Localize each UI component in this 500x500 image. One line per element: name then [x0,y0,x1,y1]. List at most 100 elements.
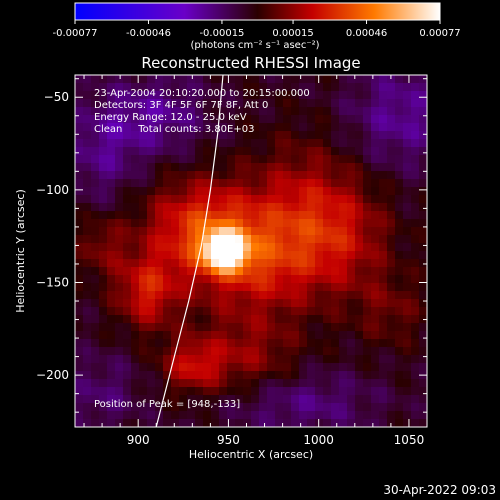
heatmap-cell [355,379,364,388]
heatmap-cell [347,107,356,116]
heatmap-cell [75,419,84,427]
heatmap-cell [139,419,148,427]
heatmap-cell [251,347,260,356]
heatmap-cell [131,395,140,404]
heatmap-cell [123,115,132,124]
heatmap-cell [307,315,316,324]
heatmap-cell [259,131,268,140]
heatmap-cell [195,115,204,124]
heatmap-cell [331,195,340,204]
heatmap-cell [187,171,196,180]
heatmap-cell [211,291,220,300]
heatmap-cell [243,75,252,84]
heatmap-cell [323,347,332,356]
annotation-time-range: 23-Apr-2004 20:10:20.000 to 20:15:00.000 [94,88,310,99]
heatmap-cell [275,259,284,268]
heatmap-cell [355,83,364,92]
heatmap-cell [307,195,316,204]
heatmap-cell [371,291,380,300]
heatmap-cell [203,235,212,244]
heatmap-cell [155,99,164,108]
heatmap-cell [283,139,292,148]
heatmap-cell [259,203,268,212]
heatmap-cell [219,403,228,412]
heatmap-cell [75,163,84,172]
heatmap-cell [171,139,180,148]
heatmap-cell [195,371,204,380]
heatmap-cell [115,291,124,300]
heatmap-cell [379,307,388,316]
heatmap-cell [203,299,212,308]
heatmap-cell [339,403,348,412]
heatmap-cell [235,251,244,260]
heatmap-cell [331,323,340,332]
heatmap-cell [187,267,196,276]
heatmap-cell [379,419,388,427]
heatmap-cell [371,163,380,172]
heatmap-cell [219,275,228,284]
heatmap-cell [411,291,420,300]
heatmap-cell [107,219,116,228]
heatmap-cell [371,123,380,132]
heatmap-cell [251,387,260,396]
heatmap-cell [251,275,260,284]
heatmap-cell [379,131,388,140]
heatmap-cell [123,371,132,380]
heatmap-cell [267,331,276,340]
heatmap-cell [307,155,316,164]
heatmap-cell [171,147,180,156]
heatmap-cell [403,235,412,244]
heatmap-cell [227,75,236,84]
heatmap-cell [339,195,348,204]
heatmap-cell [283,147,292,156]
heatmap-cell [251,155,260,164]
heatmap-cell [395,363,404,372]
heatmap-cell [419,99,427,108]
heatmap-cell [259,179,268,188]
heatmap-cell [147,83,156,92]
colorbar-tick-label-5: 0.00077 [419,28,460,39]
heatmap-cell [371,235,380,244]
heatmap-cell [283,307,292,316]
heatmap-cell [275,379,284,388]
heatmap-cell [363,307,372,316]
heatmap-cell [219,83,228,92]
heatmap-cell [83,291,92,300]
heatmap-cell [259,155,268,164]
heatmap-cell [395,243,404,252]
heatmap-cell [147,379,156,388]
heatmap-cell [243,83,252,92]
colorbar-unit-label: (photons cm⁻² s⁻¹ asec⁻²) [190,40,319,51]
heatmap-cell [331,387,340,396]
heatmap-cell [203,339,212,348]
heatmap-cell [299,139,308,148]
heatmap-cell [163,347,172,356]
heatmap-cell [251,235,260,244]
heatmap-cell [179,315,188,324]
heatmap-cell [363,115,372,124]
heatmap-cell [195,235,204,244]
heatmap-cell [315,83,324,92]
heatmap-cell [267,291,276,300]
heatmap-cell [339,419,348,427]
heatmap-cell [411,419,420,427]
heatmap-cell [283,347,292,356]
heatmap-cell [203,83,212,92]
heatmap-cell [355,403,364,412]
heatmap-cell [411,323,420,332]
heatmap-cell [179,339,188,348]
heatmap-cell [275,403,284,412]
heatmap-cell [411,235,420,244]
heatmap-cell [211,219,220,228]
y-tick-label--100: −100 [36,183,69,197]
heatmap-cell [123,163,132,172]
heatmap-cell [355,91,364,100]
heatmap-cell [315,387,324,396]
heatmap-cell [187,323,196,332]
heatmap-cell [235,275,244,284]
heatmap-cell [331,179,340,188]
heatmap-cell [339,227,348,236]
heatmap-cell [379,147,388,156]
heatmap-cell [139,227,148,236]
heatmap-cell [219,195,228,204]
